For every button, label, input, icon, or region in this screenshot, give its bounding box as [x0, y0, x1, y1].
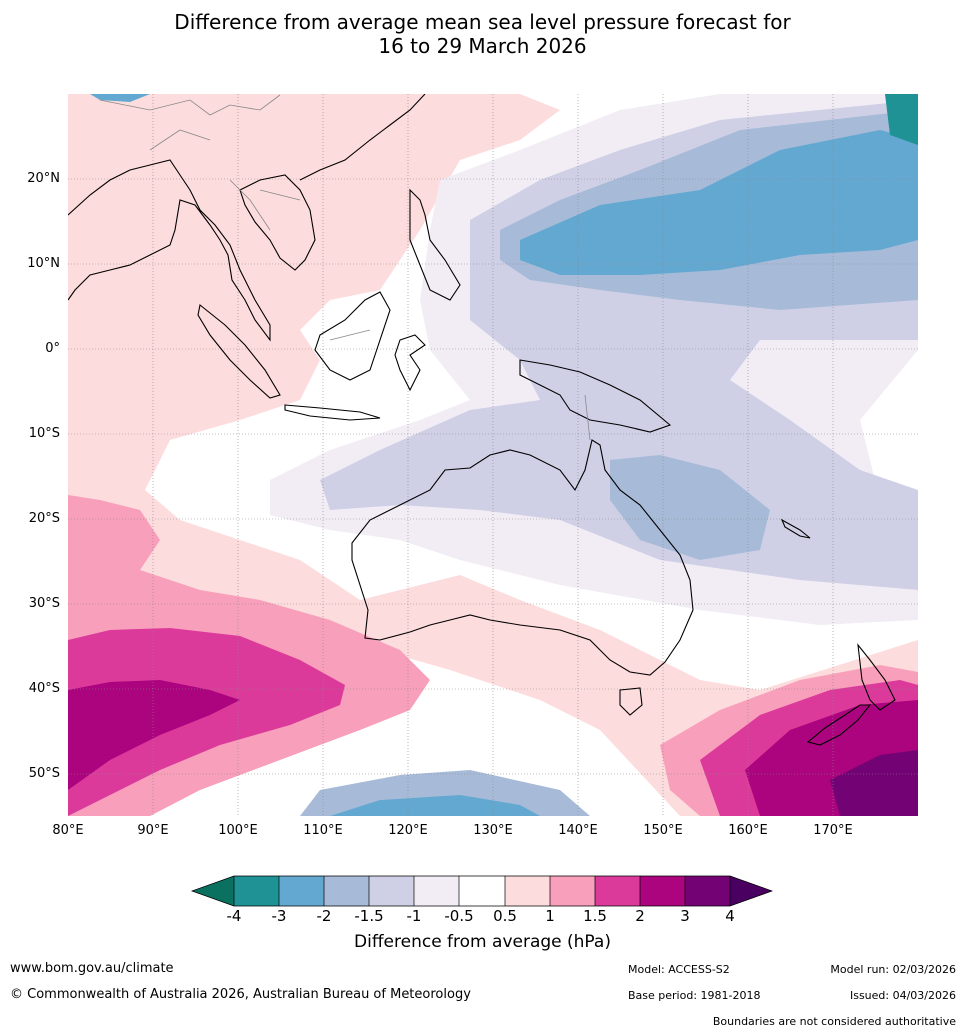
- colorbar-extend-min: [192, 876, 234, 906]
- lon-label-130e: 130°E: [473, 823, 513, 838]
- anomaly-region-n2: [520, 130, 918, 275]
- base-period: Base period: 1981-2018: [628, 989, 761, 1002]
- anomaly-region-n2-nw: [90, 94, 150, 102]
- title-line-2: 16 to 29 March 2026: [378, 34, 587, 58]
- colorbar-segment-p3: [685, 876, 730, 906]
- lon-label-140e: 140°E: [558, 823, 598, 838]
- lon-label-120e: 120°E: [388, 823, 428, 838]
- colorbar-segment-p2: [640, 876, 685, 906]
- colorbar-tick: 4: [725, 907, 735, 925]
- title-line-1: Difference from average mean sea level p…: [174, 10, 791, 34]
- colorbar-tick: -3: [271, 907, 287, 925]
- anomaly-region-p15-sw: [68, 628, 345, 816]
- colorbar-tick: -1.5: [354, 907, 384, 925]
- colorbar-tick: 1: [545, 907, 555, 925]
- lon-label-100e: 100°E: [218, 823, 258, 838]
- copyright-text: © Commonwealth of Australia 2026, Austra…: [10, 987, 471, 1002]
- contour-fields: [68, 94, 918, 816]
- lon-label-150e: 150°E: [643, 823, 683, 838]
- colorbar: [190, 875, 774, 907]
- colorbar-segment-n1: [414, 876, 459, 906]
- colorbar-segment-neutral: [459, 876, 505, 906]
- colorbar-tick: 0.5: [493, 907, 517, 925]
- lat-label-50s: 50°S: [28, 766, 60, 781]
- anomaly-region-p2-sw: [68, 680, 240, 790]
- lat-label-20s: 20°S: [28, 511, 60, 526]
- anomaly-region-n3: [885, 94, 918, 145]
- new-caledonia-coastline: [780, 518, 811, 539]
- colorbar-tick: -4: [226, 907, 242, 925]
- lon-label-110e: 110°E: [303, 823, 343, 838]
- map-title: Difference from average mean sea level p…: [0, 10, 965, 58]
- asia-coastline: [68, 159, 271, 342]
- anomaly-region-n2-south: [330, 795, 540, 816]
- colorbar-segment-n2: [324, 876, 369, 906]
- lat-label-40s: 40°S: [28, 681, 60, 696]
- colorbar-tick: -1: [406, 907, 422, 925]
- model-run-date: Model run: 02/03/2026: [830, 963, 956, 976]
- colorbar-title: Difference from average (hPa): [354, 932, 611, 952]
- colorbar-segment-p1: [550, 876, 595, 906]
- australia-coastline: [351, 439, 694, 676]
- new-zealand-north: [857, 643, 896, 711]
- borders: [99, 94, 591, 441]
- colorbar-tick: 1.5: [583, 907, 607, 925]
- colorbar-tick: -0.5: [444, 907, 474, 925]
- boundary-disclaimer: Boundaries are not considered authoritat…: [712, 1015, 956, 1028]
- china-coastline: [299, 94, 426, 181]
- lon-label-80e: 80°E: [52, 823, 84, 838]
- pressure-anomaly-map: [68, 94, 918, 816]
- colorbar-tick: -2: [316, 907, 332, 925]
- lon-label-90e: 90°E: [137, 823, 169, 838]
- anomaly-region-n15-aus: [610, 455, 770, 560]
- colorbar-segment-p05: [505, 876, 550, 906]
- anomaly-region-pos-tropics: [68, 94, 918, 816]
- graticule: [68, 94, 918, 816]
- country-borders: [99, 94, 591, 441]
- lat-label-20n: 20°N: [27, 171, 60, 186]
- tasmania-coastline: [619, 687, 643, 716]
- colorbar-segment-p15: [595, 876, 640, 906]
- indochina-coastline: [239, 174, 316, 271]
- anomaly-region-p3-se: [830, 750, 918, 816]
- model-name: Model: ACCESS-S2: [628, 963, 730, 976]
- lat-label-10s: 10°S: [28, 426, 60, 441]
- sulawesi-coastline: [394, 334, 426, 392]
- issued-date: Issued: 04/03/2026: [849, 989, 956, 1002]
- philippines-coastline: [409, 188, 461, 301]
- borneo-coastline: [314, 291, 391, 381]
- colorbar-tick: 3: [680, 907, 690, 925]
- website-link[interactable]: www.bom.gov.au/climate: [10, 961, 174, 976]
- coastlines: [68, 94, 896, 746]
- colorbar-segment-n15: [369, 876, 414, 906]
- colorbar-tick: 2: [635, 907, 645, 925]
- lon-label-170e: 170°E: [813, 823, 853, 838]
- colorbar-extend-max: [730, 876, 772, 906]
- colorbar-segment-n4: [234, 876, 279, 906]
- lon-label-160e: 160°E: [728, 823, 768, 838]
- colorbar-segment-n3: [279, 876, 324, 906]
- java-coastline: [284, 404, 381, 421]
- new-guinea-coastline: [519, 359, 672, 433]
- sumatra-coastline: [197, 304, 281, 399]
- lat-label-10n: 10°N: [27, 256, 60, 271]
- lat-label-0: 0°: [45, 341, 60, 356]
- lat-label-30s: 30°S: [28, 596, 60, 611]
- new-zealand-south: [806, 704, 872, 746]
